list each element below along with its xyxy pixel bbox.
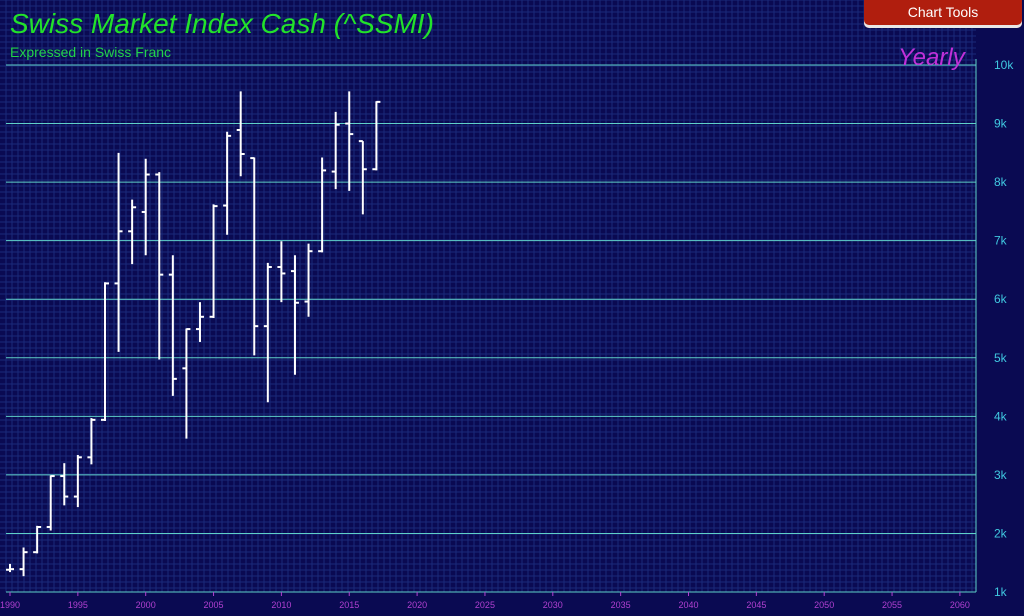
x-tick-label: 2045 — [746, 600, 766, 610]
x-tick-label: 2010 — [271, 600, 291, 610]
ohlc-bar — [33, 525, 42, 554]
ohlc-bar — [209, 204, 218, 318]
ohlc-bars — [6, 91, 381, 577]
ohlc-bar — [263, 262, 272, 403]
ohlc-bar — [318, 157, 327, 253]
ohlc-bar — [182, 328, 191, 439]
chart-subtitle: Expressed in Swiss Franc — [10, 44, 172, 60]
ohlc-bar — [345, 91, 354, 191]
x-axis-ticks: 1990 1995 2000 2005 2010 2015 2020 2025 2030 2035… — [0, 592, 970, 610]
x-tick-label: 1995 — [68, 600, 88, 610]
fine-grid — [0, 0, 976, 592]
x-tick-label: 2025 — [475, 600, 495, 610]
ohlc-bar — [223, 131, 232, 235]
y-tick-label: 9k — [994, 117, 1008, 131]
ohlc-bar — [195, 302, 204, 342]
ohlc-bar — [141, 158, 150, 256]
chart-tools-button[interactable]: Chart Tools — [864, 0, 1022, 28]
ohlc-bar — [73, 454, 82, 508]
chart-axes — [6, 59, 977, 593]
ohlc-bar — [304, 243, 313, 317]
chart-title: Swiss Market Index Cash (^SSMI) — [10, 8, 434, 39]
x-tick-label: 2020 — [407, 600, 427, 610]
ohlc-bar — [87, 418, 96, 465]
x-tick-label: 2050 — [814, 600, 834, 610]
y-tick-label: 3k — [994, 468, 1008, 482]
ohlc-bar — [6, 563, 14, 573]
ohlc-bar — [277, 241, 286, 303]
x-tick-label: 2055 — [882, 600, 902, 610]
ohlc-bar — [46, 475, 55, 531]
ohlc-bar — [128, 199, 137, 265]
ohlc-bar — [372, 100, 381, 171]
ohlc-bar — [60, 463, 69, 506]
ohlc-bar — [250, 157, 259, 356]
y-tick-label: 2k — [994, 526, 1008, 540]
y-tick-label: 1k — [994, 585, 1008, 599]
ohlc-bar — [100, 282, 109, 422]
ohlc-bar — [236, 91, 245, 177]
period-label: Yearly — [898, 44, 965, 71]
ohlc-bar — [114, 152, 123, 352]
y-tick-label: 10k — [994, 58, 1014, 72]
x-tick-label: 2035 — [611, 600, 631, 610]
y-tick-label: 4k — [994, 409, 1008, 423]
x-tick-label: 1990 — [0, 600, 20, 610]
ohlc-bar — [155, 172, 164, 360]
ohlc-bar — [19, 547, 28, 577]
y-tick-label: 7k — [994, 234, 1008, 248]
y-axis-ticks: 10k 9k 8k 7k 6k 5k 4k 3k 2k 1k — [994, 58, 1014, 599]
y-tick-label: 8k — [994, 175, 1008, 189]
y-tick-label: 6k — [994, 292, 1008, 306]
x-tick-label: 2005 — [204, 600, 224, 610]
ohlc-bar — [358, 140, 367, 215]
x-tick-label: 2000 — [136, 600, 156, 610]
x-tick-label: 2060 — [950, 600, 970, 610]
y-tick-label: 5k — [994, 351, 1008, 365]
ohlc-bar — [290, 255, 299, 375]
x-tick-label: 2015 — [339, 600, 359, 610]
ohlc-bar — [168, 255, 177, 396]
x-tick-label: 2030 — [543, 600, 563, 610]
ohlc-bar — [331, 111, 340, 190]
x-tick-label: 2040 — [678, 600, 698, 610]
